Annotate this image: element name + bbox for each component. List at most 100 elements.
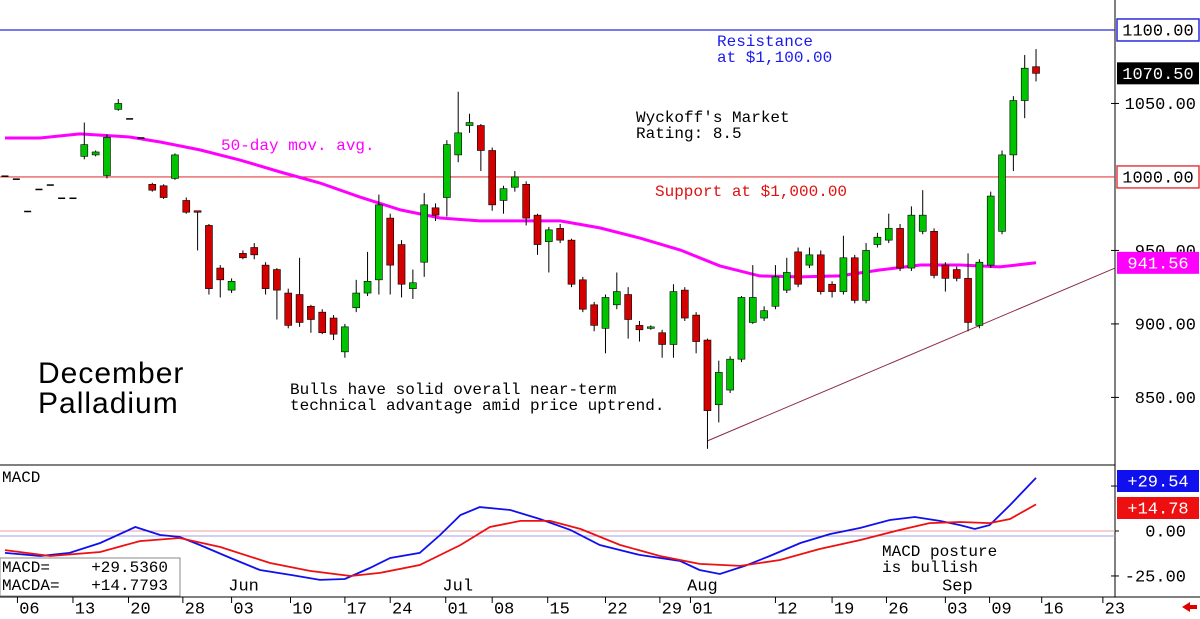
x-tick-label: 24 <box>392 600 412 619</box>
candle-body <box>748 297 757 323</box>
candle-body <box>658 332 666 345</box>
candle-body <box>556 228 564 241</box>
candle-body <box>511 176 519 188</box>
candle-body <box>295 294 304 323</box>
candle-body <box>952 269 961 279</box>
macd-line <box>4 503 1037 577</box>
candle-body <box>613 291 621 306</box>
x-tick-label: 28 <box>185 600 205 619</box>
y-tick-label: 900.00 <box>1135 316 1196 335</box>
ma-box <box>1117 251 1199 274</box>
month-label: Jul <box>442 577 473 596</box>
candle-body <box>601 297 610 329</box>
candle-body <box>941 264 950 279</box>
candle-body <box>726 358 734 391</box>
candle-body <box>488 150 496 206</box>
candle-body <box>261 264 270 289</box>
candle-body <box>375 204 383 281</box>
candle-body <box>1032 66 1040 74</box>
price-box-label: 1100.00 <box>1122 22 1193 41</box>
x-tick-label: 13 <box>75 600 95 619</box>
x-tick-label: 16 <box>1043 600 1063 619</box>
x-tick-label: 01 <box>448 600 468 619</box>
candle-body <box>998 154 1006 232</box>
candle-body <box>522 183 530 219</box>
candle-body <box>80 144 89 157</box>
annotation: Bulls have solid overall near-term <box>290 381 616 399</box>
candle-body <box>794 251 802 285</box>
candle-body <box>284 292 293 326</box>
candle-body <box>975 261 984 326</box>
annotation: technical advantage amid price uptrend. <box>290 397 664 415</box>
candle-body <box>986 195 995 266</box>
candle-body <box>907 214 916 269</box>
candle-body <box>918 214 927 232</box>
y-tick-label: 850.00 <box>1135 390 1196 409</box>
annotation: at $1,100.00 <box>717 49 832 67</box>
macd-value-box <box>1117 497 1199 519</box>
annotation: MACD posture <box>882 543 997 561</box>
candle-body <box>782 272 791 291</box>
x-tick-label: 08 <box>494 600 514 619</box>
legend-name: MACDA= <box>2 577 60 595</box>
candle-body <box>159 185 168 198</box>
candle-body <box>873 236 882 245</box>
candle-body <box>352 292 361 309</box>
price-box <box>1116 18 1200 42</box>
candle-body <box>465 122 474 126</box>
candle-body <box>12 178 20 180</box>
candle-body <box>193 210 202 213</box>
candle-body <box>635 325 644 331</box>
candle-body <box>114 103 123 110</box>
macd-y-tick-label: 0.00 <box>1145 523 1186 542</box>
annotation: Resistance <box>717 33 813 51</box>
x-tick-label: 03 <box>233 600 253 619</box>
annotation: Support at $1,000.00 <box>655 183 847 201</box>
macd-y-tick-label: -25.00 <box>1125 568 1186 587</box>
scroll-arrow[interactable] <box>1182 602 1197 612</box>
annotation: Rating: 8.5 <box>636 125 742 143</box>
candle-body <box>737 297 746 360</box>
candle-body <box>647 326 655 329</box>
legend-name: MACD= <box>2 559 50 577</box>
candle-body <box>126 118 134 120</box>
x-tick-label: 12 <box>777 600 797 619</box>
x-tick-label: 06 <box>19 600 39 619</box>
x-tick-label: 22 <box>607 600 627 619</box>
x-tick-label: 15 <box>549 600 569 619</box>
candle-body <box>579 279 587 310</box>
candle-body <box>567 239 576 285</box>
y-tick-label: 1050.00 <box>1125 96 1196 115</box>
x-tick-label: 26 <box>888 600 908 619</box>
x-tick-label: 29 <box>662 600 682 619</box>
candle-body <box>714 372 723 406</box>
ma-box-label: 941.56 <box>1127 255 1188 274</box>
candle-body <box>216 267 225 281</box>
candle-body <box>273 269 281 291</box>
candle-body <box>454 132 462 156</box>
candle-body <box>884 228 893 241</box>
candle-body <box>760 310 768 319</box>
candle-body <box>1009 100 1018 156</box>
x-tick-label: 23 <box>1105 600 1125 619</box>
candle-body <box>964 278 972 323</box>
candle-body <box>307 305 315 320</box>
candle-body <box>250 247 259 256</box>
candle-body <box>590 304 598 326</box>
price-box <box>1116 165 1200 189</box>
candle-body <box>499 188 508 201</box>
month-label: Sep <box>942 577 973 596</box>
candle-body <box>431 207 440 216</box>
candle-body <box>46 184 54 186</box>
candle-body <box>363 280 372 294</box>
trendline <box>707 267 1116 442</box>
candle-body <box>227 280 236 291</box>
candle-body <box>477 125 485 151</box>
candle-body <box>137 137 145 139</box>
x-tick-label: 19 <box>834 600 854 619</box>
candle-body <box>69 197 77 200</box>
macd-legend <box>0 557 181 597</box>
candle-body <box>805 254 814 266</box>
candle-body <box>35 188 43 191</box>
candle-body <box>896 228 904 269</box>
